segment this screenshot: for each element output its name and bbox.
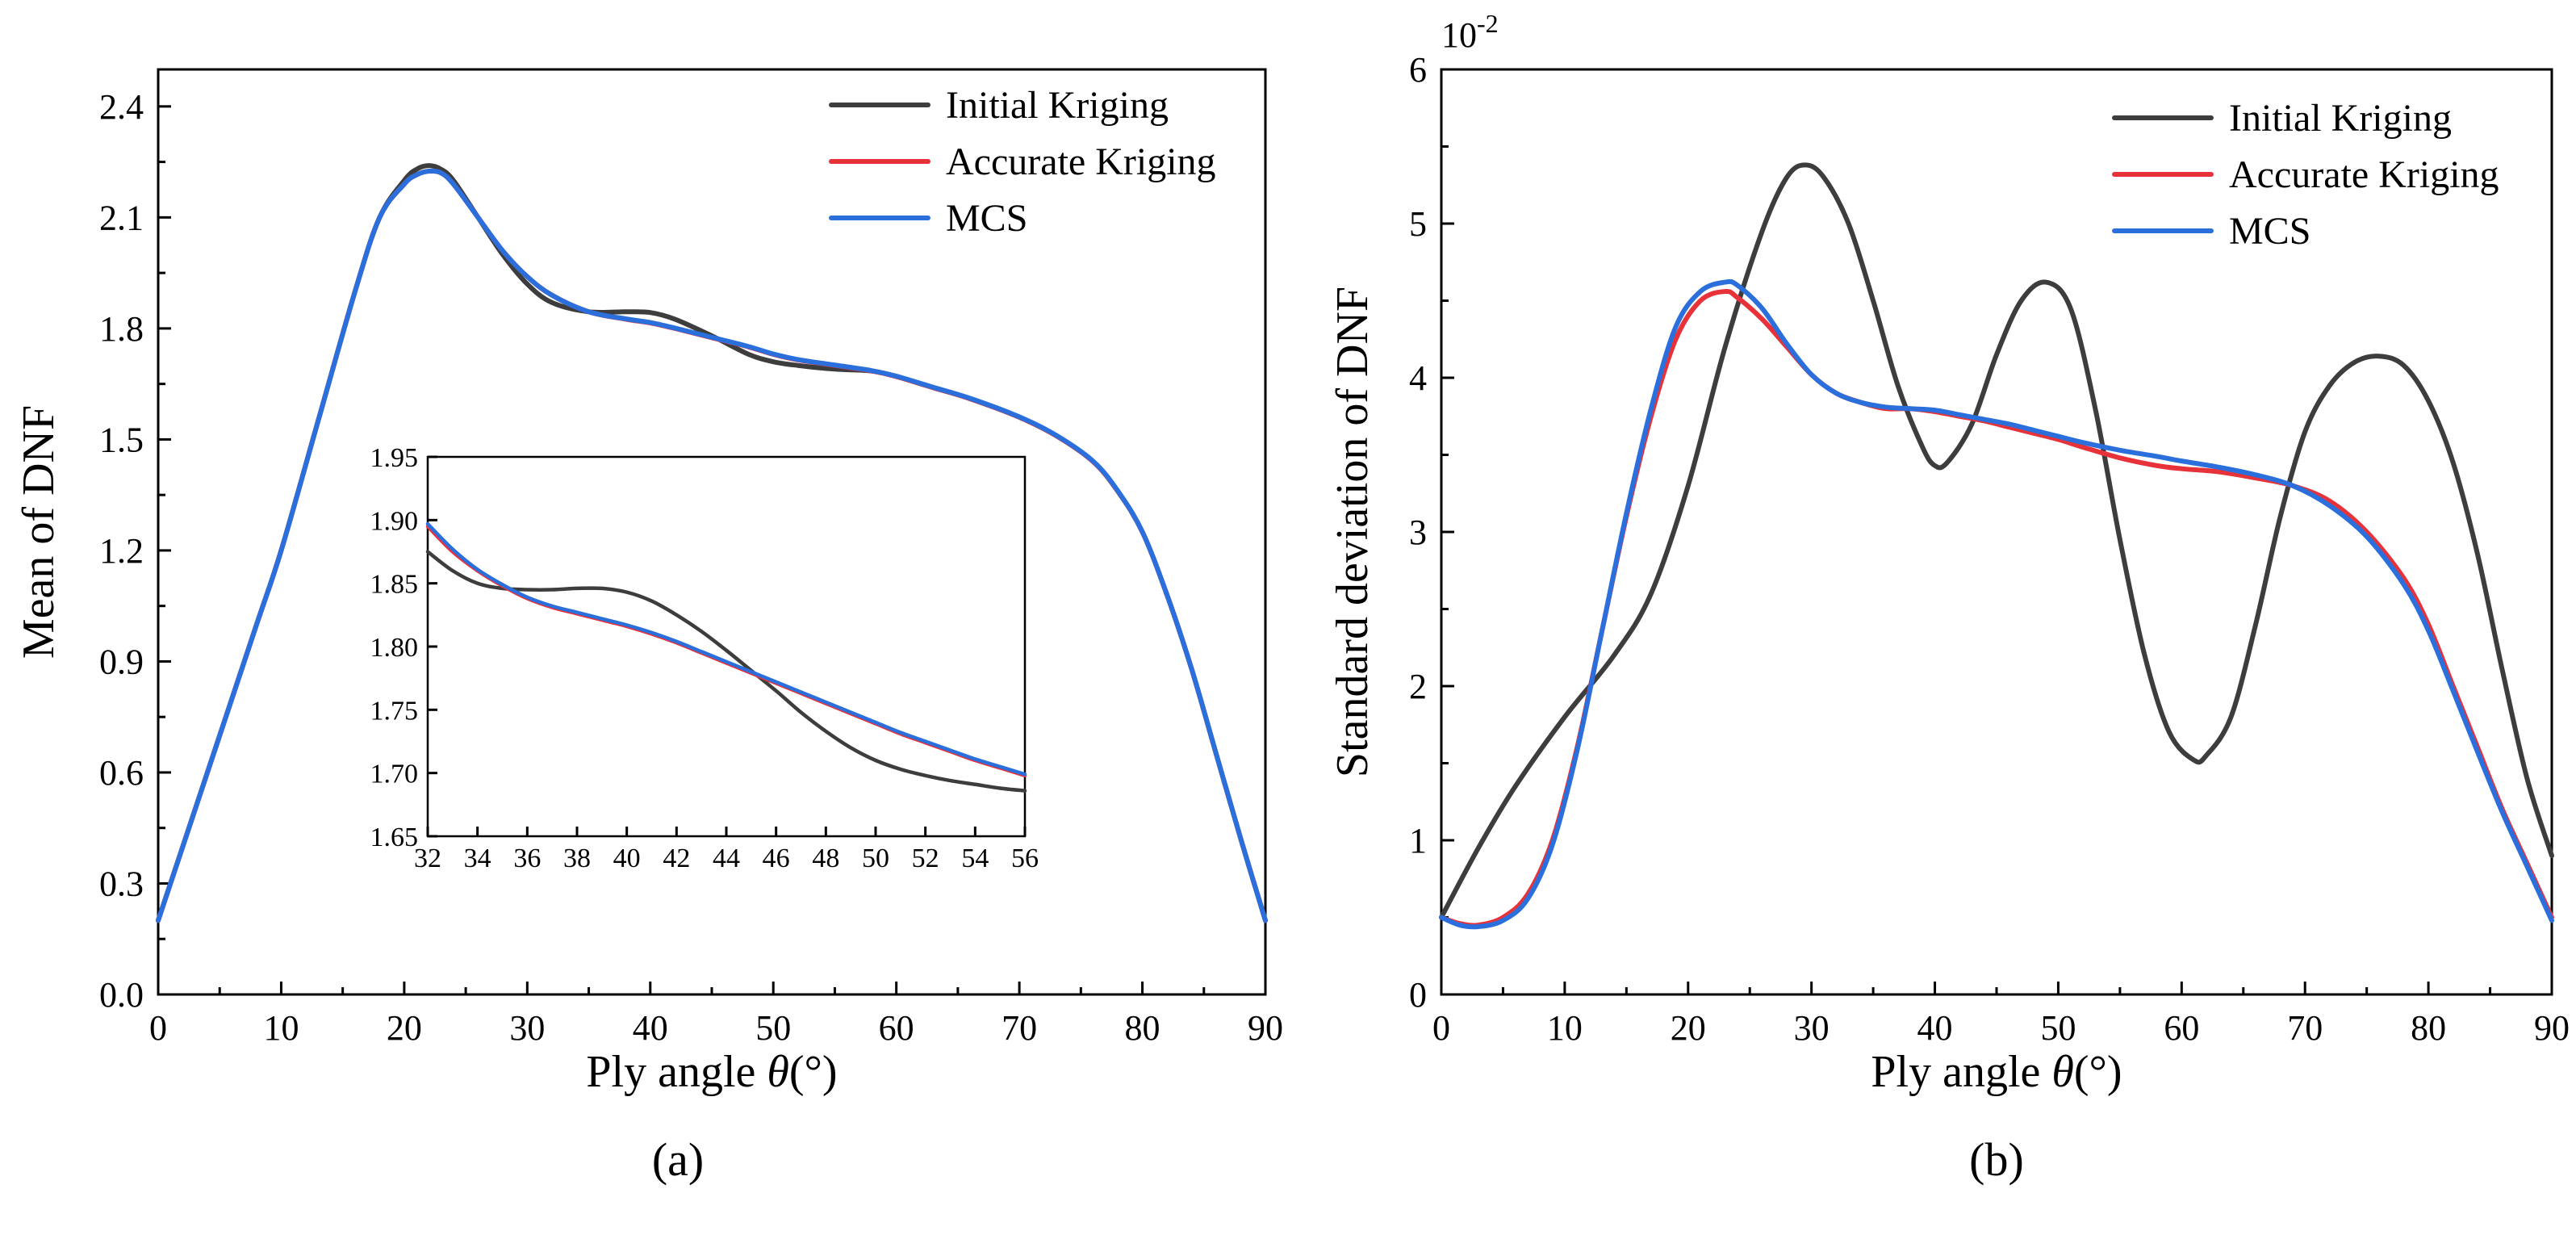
y-tick-label: 0.6 (99, 753, 144, 793)
x-tick-label: 34 (464, 844, 491, 873)
panel-b: 0 10 20 30 40 50 60 70 80 90 0 1 2 3 4 5 6 10-2 Initial… (1328, 9, 2570, 1186)
legend-label-accurate-kriging: Accurate Kriging (946, 140, 1216, 183)
series-line-mcs (1439, 278, 2554, 930)
y-tick-label: 1.75 (370, 696, 419, 726)
x-tick-label: 40 (613, 844, 641, 873)
y-tick-label: 2 (1409, 667, 1427, 706)
x-tick-label: 46 (763, 844, 790, 873)
y-tick-label: 1.95 (370, 443, 419, 473)
x-tick-label: 90 (2534, 1008, 2570, 1048)
x-tick-label: 38 (563, 844, 591, 873)
panel-a-inset: 32 34 36 38 40 42 44 46 48 50 52 54 56 1.651.701.751… (370, 443, 1039, 873)
legend-label-initial-kriging: Initial Kriging (946, 84, 1169, 127)
panel-b-caption: (b) (1969, 1133, 2024, 1186)
y-tick-label: 1.90 (370, 506, 419, 536)
x-tick-label: 10 (263, 1008, 299, 1048)
panel-a: 0 10 20 30 40 50 60 70 80 90 0.0 0.3 0.6 0.9 1.2 1.5 1.… (14, 68, 1283, 1186)
series-line-mcs (425, 521, 1027, 777)
x-tick-label: 80 (2411, 1008, 2446, 1048)
x-tick-label: 52 (912, 844, 939, 873)
x-tick-label: 48 (812, 844, 839, 873)
x-tick-label: 40 (1917, 1008, 1953, 1048)
x-tick-label: 60 (879, 1008, 914, 1048)
x-tick-label: 20 (387, 1008, 422, 1048)
panel-a-legend: Initial Kriging Accurate Kriging MCS (829, 84, 1216, 240)
y-tick-label: 1.70 (370, 760, 419, 789)
inset-x-ticks: 32 34 36 38 40 42 44 46 48 50 52 54 56 (414, 827, 1039, 873)
x-tick-label: 36 (513, 844, 541, 873)
y-tick-label: 1.85 (370, 570, 419, 600)
y-tick-label: 1 (1409, 821, 1427, 860)
panel-a-y-axis-label: Mean of DNF (14, 405, 64, 659)
x-tick-label: 0 (1432, 1008, 1450, 1048)
y-tick-label: 1.2 (99, 531, 144, 571)
x-tick-label: 70 (2287, 1008, 2323, 1048)
panel-b-legend: Initial Kriging Accurate Kriging MCS (2112, 97, 2499, 253)
inset-series (425, 521, 1027, 793)
x-tick-label: 60 (2164, 1008, 2199, 1048)
panel-a-series (156, 163, 1268, 923)
x-tick-label: 42 (663, 844, 690, 873)
y-tick-label: 2.1 (99, 198, 144, 237)
x-tick-label: 50 (755, 1008, 791, 1048)
series-line-initial-kriging (425, 550, 1027, 793)
y-tick-label: 1.8 (99, 309, 144, 349)
x-tick-label: 56 (1011, 844, 1039, 873)
x-tick-label: 20 (1671, 1008, 1706, 1048)
panel-b-x-ticks: 0 10 20 30 40 50 60 70 80 90 (1432, 982, 2570, 1048)
panel-b-y-ticks: 0 1 2 3 4 5 6 (1409, 50, 1454, 1015)
y-tick-label: 4 (1409, 358, 1427, 398)
panel-a-y-ticks: 0.0 0.3 0.6 0.9 1.2 1.5 1.8 2.1 2.4 (99, 87, 171, 1015)
x-tick-label: 70 (1002, 1008, 1037, 1048)
x-tick-label: 10 (1547, 1008, 1583, 1048)
series-line-initial-kriging (1439, 162, 2554, 920)
panel-a-caption: (a) (652, 1133, 704, 1186)
panel-a-x-ticks: 0 10 20 30 40 50 60 70 80 90 (149, 982, 1283, 1048)
y-tick-label: 0.0 (99, 975, 144, 1015)
panel-b-plot-frame (1440, 68, 2553, 996)
panel-b-x-axis-label: Ply angle θ(°) (1871, 1047, 2122, 1097)
x-tick-label: 30 (1794, 1008, 1830, 1048)
x-tick-label: 40 (633, 1008, 668, 1048)
y-tick-label: 6 (1409, 50, 1427, 90)
y-tick-label: 1.5 (99, 420, 144, 459)
x-tick-label: 44 (713, 844, 740, 873)
x-tick-label: 50 (862, 844, 889, 873)
x-tick-label: 50 (2040, 1008, 2076, 1048)
y-tick-label: 0.9 (99, 642, 144, 681)
x-tick-label: 0 (149, 1008, 167, 1048)
y-tick-label: 0 (1409, 975, 1427, 1015)
y-tick-label: 3 (1409, 513, 1427, 552)
inset-y-ticks: 1.65 1.70 1.75 1.80 1.85 1.90 1.95 (370, 443, 437, 852)
x-tick-label: 80 (1125, 1008, 1160, 1048)
y-tick-label: 1.65 (370, 823, 419, 852)
y-tick-label: 0.3 (99, 864, 144, 903)
y-tick-label: 2.4 (99, 87, 144, 127)
legend-label-accurate-kriging: Accurate Kriging (2229, 153, 2499, 196)
panel-b-y-scale-multiplier: 10-2 (1441, 9, 1499, 55)
x-tick-label: 54 (961, 844, 989, 873)
panel-a-x-axis-label: Ply angle θ(°) (586, 1047, 837, 1097)
x-tick-label: 30 (509, 1008, 545, 1048)
inset-background (428, 457, 1025, 836)
y-tick-label: 1.80 (370, 633, 419, 663)
x-tick-label: 32 (414, 844, 441, 873)
y-tick-label: 5 (1409, 204, 1427, 244)
legend-label-mcs: MCS (946, 197, 1027, 240)
x-tick-label: 90 (1248, 1008, 1283, 1048)
legend-label-initial-kriging: Initial Kriging (2229, 97, 2452, 140)
panel-b-y-axis-label: Standard deviation of DNF (1328, 287, 1378, 777)
series-line-mcs (156, 168, 1268, 923)
panel-b-series (1439, 162, 2554, 930)
legend-label-mcs: MCS (2229, 210, 2310, 253)
